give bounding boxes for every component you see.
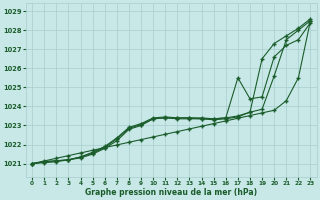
X-axis label: Graphe pression niveau de la mer (hPa): Graphe pression niveau de la mer (hPa) <box>85 188 257 197</box>
